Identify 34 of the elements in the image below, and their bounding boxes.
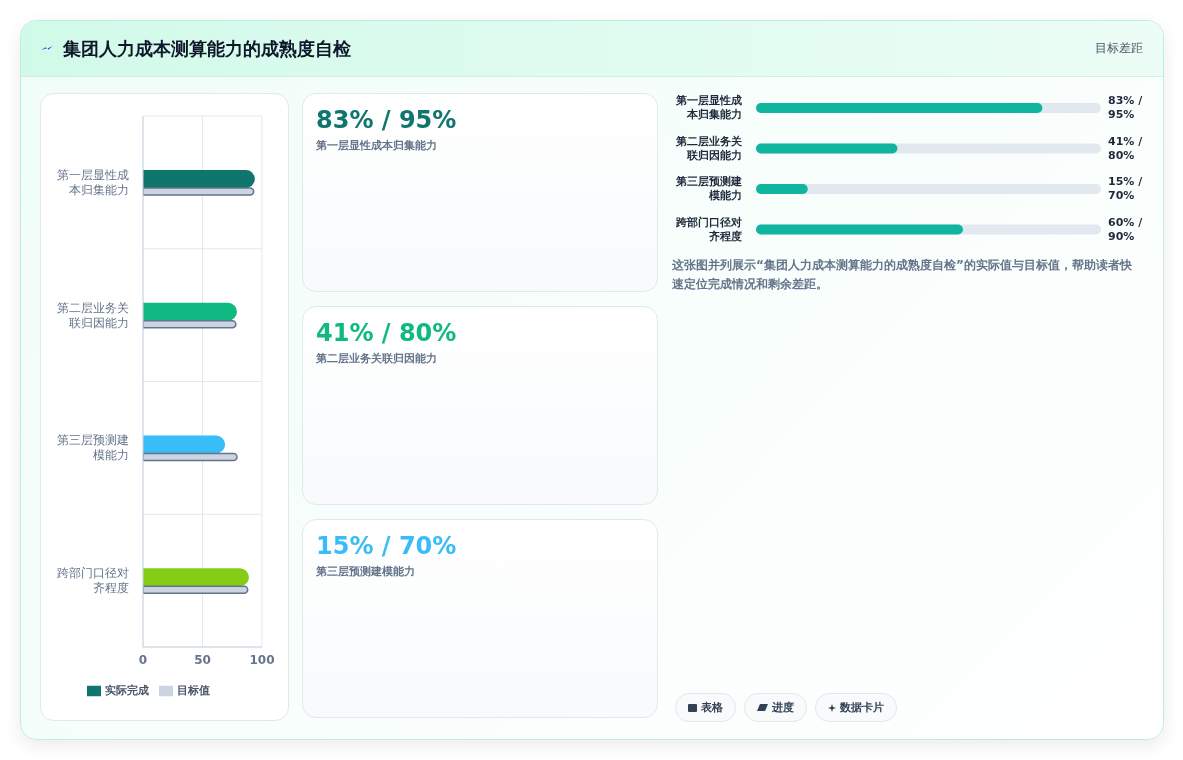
text: 进度 xyxy=(772,700,794,715)
text: 表格 xyxy=(701,700,723,715)
y-tick-label: 跨部门口径对齐程度 xyxy=(57,565,129,595)
y-tick-label: 第三层预测建模能力 xyxy=(57,432,129,462)
y-tick-label: 第二层业务关联归因能力 xyxy=(675,134,743,162)
data-label: 15% / 70% xyxy=(1108,175,1144,202)
bar xyxy=(143,302,238,321)
x-tick-label: 50 xyxy=(194,652,211,667)
bar xyxy=(143,170,255,188)
text: 41% / 80% xyxy=(316,319,457,347)
data-label: 41% / 80% xyxy=(1108,134,1144,162)
bar xyxy=(143,568,249,587)
text: 15% / 70% xyxy=(316,532,457,560)
text: 目标差距 xyxy=(1095,40,1143,57)
y-tick-label: 第二层业务关联归因能力 xyxy=(57,300,129,330)
bar xyxy=(143,435,226,454)
chart-title: 集团人力成本测算能力的成熟度自检 xyxy=(63,36,351,61)
x-tick-label: 0 xyxy=(138,652,148,667)
category-label: 第三层预测建模能力 xyxy=(316,564,416,579)
bar xyxy=(756,184,808,194)
text: 数据卡片 xyxy=(840,700,884,715)
y-tick-label: 跨部门口径对齐程度 xyxy=(675,215,742,243)
text: 这张图并列展示“集团人力成本测算能力的成熟度自检”的实际值与目标值，帮助读者快速定位完成情况和剩余差距。 xyxy=(672,257,1133,293)
legend-label: 实际完成 xyxy=(105,684,149,697)
data-label: 60% / 90% xyxy=(1108,215,1144,243)
x-tick-label: 100 xyxy=(249,652,275,667)
category-label: 第一层显性成本归集能力 xyxy=(316,138,438,153)
text: 83% / 95% xyxy=(316,106,457,134)
y-tick-label: 第三层预测建模能力 xyxy=(675,175,742,203)
y-tick-label: 第一层显性成本归集能力 xyxy=(57,167,129,197)
y-tick-label: 第一层显性成本归集能力 xyxy=(675,94,742,122)
category-label: 第二层业务关联归因能力 xyxy=(316,351,438,366)
legend-label: 目标值 xyxy=(177,684,210,697)
data-label: 83% / 95% xyxy=(1108,94,1144,121)
